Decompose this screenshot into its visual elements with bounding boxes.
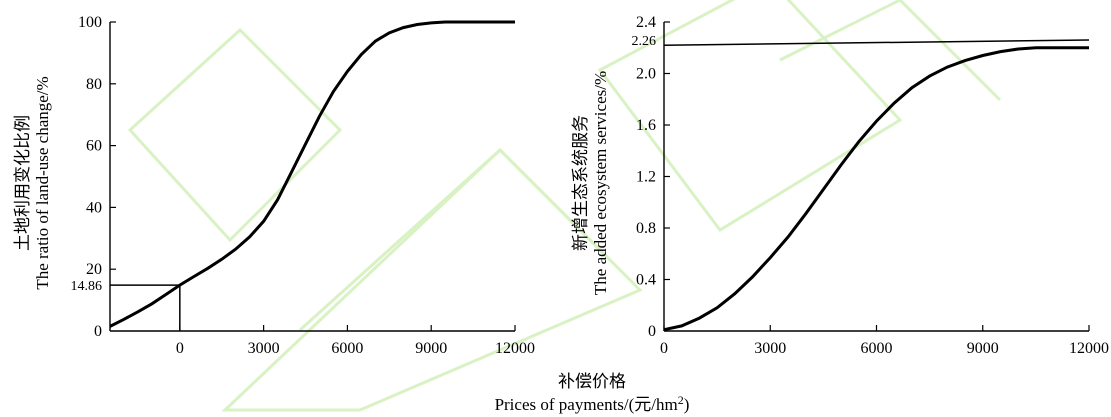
watermark bbox=[127, 0, 1002, 412]
x-label-en-end: ) bbox=[684, 395, 690, 414]
x-tick-label: 6000 bbox=[331, 340, 363, 357]
left-axes bbox=[109, 22, 515, 332]
left-annotation: 14.86 bbox=[71, 279, 181, 331]
annotation-label: 14.86 bbox=[71, 279, 103, 294]
left-ylabel-en: The ratio of land-use change/% bbox=[33, 76, 52, 289]
y-tick-label: 1.2 bbox=[636, 169, 656, 186]
left-chart: 0 20 40 60 80 100 0 3000 6000 9000 12000 14.86 土地利… bbox=[13, 14, 535, 357]
right-ylabel-cn: 新增生态系统服务 bbox=[571, 115, 590, 251]
series-line-0 bbox=[663, 46, 1089, 332]
y-tick-label: 0 bbox=[648, 323, 656, 340]
series-line-1 bbox=[663, 39, 1090, 46]
y-tick-label: 2.0 bbox=[636, 66, 656, 83]
left-ticks: 0 20 40 60 80 100 0 3000 6000 9000 12000 bbox=[78, 14, 535, 357]
y-tick-label: 1.6 bbox=[636, 117, 656, 134]
right-chart: 0 0.4 0.8 1.2 1.6 2.0 2.4 0 3000 6000 9000 12000 2.… bbox=[571, 14, 1109, 357]
y-tick-label: 40 bbox=[86, 199, 102, 216]
annotation-label: 2.26 bbox=[632, 34, 657, 49]
x-label-cn: 补偿价格 bbox=[558, 372, 626, 391]
series-line-0 bbox=[109, 20, 515, 328]
x-label-en-main: Prices of payments/(元/hm bbox=[495, 395, 678, 414]
y-tick-label: 60 bbox=[86, 138, 102, 155]
x-tick-label: 0 bbox=[660, 340, 668, 357]
y-tick-label: 0 bbox=[94, 323, 102, 340]
y-tick-label: 20 bbox=[86, 261, 102, 278]
y-tick-label: 0.8 bbox=[636, 220, 656, 237]
x-tick-label: 3000 bbox=[754, 340, 786, 357]
x-tick-label: 6000 bbox=[861, 340, 893, 357]
x-tick-label: 3000 bbox=[248, 340, 280, 357]
shared-x-label: 补偿价格 Prices of payments/(元/hm2) bbox=[495, 372, 690, 414]
left-y-label: 土地利用变化比例 The ratio of land-use change/% bbox=[13, 76, 52, 289]
y-tick-label: 80 bbox=[86, 76, 102, 93]
x-label-en-sup: 2 bbox=[678, 393, 684, 407]
right-axes bbox=[663, 22, 1089, 332]
x-label-en: Prices of payments/(元/hm2) bbox=[495, 393, 690, 414]
y-tick-label: 0.4 bbox=[636, 272, 656, 289]
x-tick-label: 12000 bbox=[495, 340, 535, 357]
y-tick-label: 100 bbox=[78, 14, 102, 31]
x-tick-label: 9000 bbox=[415, 340, 447, 357]
y-tick-label: 2.4 bbox=[636, 14, 656, 31]
x-tick-label: 9000 bbox=[967, 340, 999, 357]
right-y-label: 新增生态系统服务 The added ecosystem services/% bbox=[571, 71, 610, 295]
x-tick-label: 0 bbox=[176, 340, 184, 357]
right-annotation: 2.26 bbox=[632, 34, 657, 49]
left-ylabel-cn: 土地利用变化比例 bbox=[13, 115, 32, 251]
x-tick-label: 12000 bbox=[1069, 340, 1109, 357]
right-ylabel-en: The added ecosystem services/% bbox=[591, 71, 610, 295]
right-curve-group bbox=[663, 39, 1090, 332]
right-ticks: 0 0.4 0.8 1.2 1.6 2.0 2.4 0 3000 6000 9000 12000 bbox=[636, 14, 1109, 357]
left-curve-group bbox=[109, 20, 515, 328]
